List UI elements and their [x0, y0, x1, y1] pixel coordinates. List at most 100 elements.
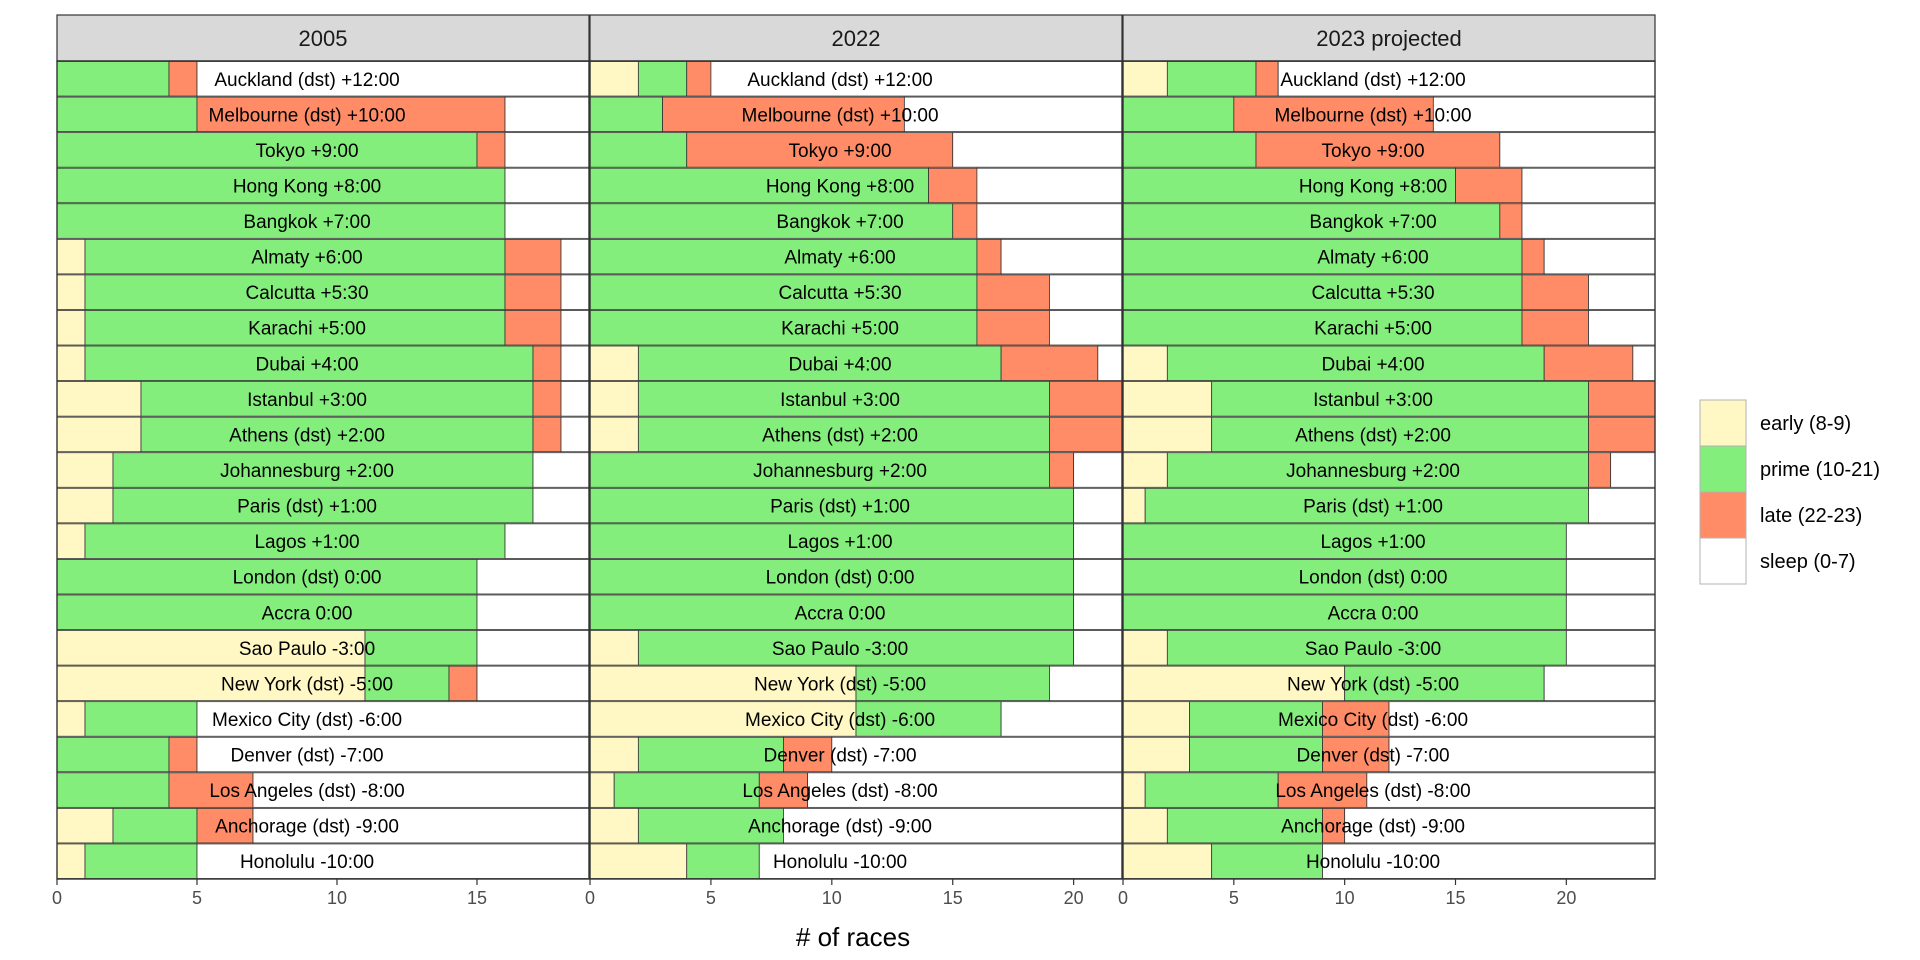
bar-segment: [1521, 203, 1656, 239]
bar-segment: [1000, 345, 1099, 381]
bar-segment: [84, 310, 506, 346]
x-tick-label: 10: [327, 888, 347, 908]
bar-segment: [56, 523, 86, 559]
bar-segment: [1543, 238, 1656, 275]
city-label: Denver (dst) -7:00: [230, 746, 383, 767]
city-label: Hong Kong +8:00: [233, 176, 381, 197]
bar-segment: [589, 274, 978, 310]
bar-segment: [504, 96, 590, 133]
bar-segment: [589, 843, 688, 879]
bar-segment: [976, 238, 1002, 275]
bar-segment: [637, 736, 784, 773]
bar-segment: [1189, 736, 1323, 773]
city-label: Tokyo +9:00: [256, 141, 359, 162]
bar-segment: [976, 310, 1050, 346]
bar-segment: [1388, 701, 1656, 737]
facet-panel: 2005 Auckland (dst) +12:00 Melbourne (dst)…: [52, 14, 590, 908]
bar-segment: [1122, 594, 1567, 630]
city-label: Sao Paulo -3:00: [1305, 639, 1441, 660]
city-label: Honolulu -10:00: [773, 852, 907, 873]
city-label: Johannesburg +2:00: [753, 461, 927, 482]
bar-segment: [1565, 630, 1656, 666]
bar-segment: [56, 416, 142, 453]
bar-segment: [84, 523, 506, 559]
bar-segment: [56, 772, 170, 808]
bar-segment: [1588, 381, 1656, 417]
bar-segment: [532, 381, 562, 417]
x-tick-label: 0: [52, 888, 62, 908]
bar-segment: [637, 61, 688, 97]
bar-segment: [1049, 381, 1123, 417]
bar-segment: [1073, 630, 1123, 666]
city-label: Mexico City (dst) -6:00: [1278, 710, 1468, 731]
bar-segment: [1097, 345, 1123, 381]
bar-segment: [637, 630, 1075, 666]
bar-segment: [56, 96, 198, 133]
bar-segment: [1344, 807, 1656, 844]
city-label: Paris (dst) +1:00: [1303, 497, 1443, 518]
city-label: Almaty +6:00: [251, 248, 362, 269]
bar-segment: [56, 843, 86, 879]
city-label: Anchorage (dst) -9:00: [215, 817, 399, 838]
city-label: Hong Kong +8:00: [1299, 176, 1447, 197]
bar-segment: [1049, 274, 1123, 310]
bar-segment: [589, 132, 688, 168]
bar-segment: [504, 238, 562, 275]
bar-segment: [589, 630, 639, 666]
city-label: Paris (dst) +1:00: [770, 497, 910, 518]
bar-segment: [1521, 274, 1589, 310]
bar-segment: [56, 559, 478, 595]
city-label: Bangkok +7:00: [776, 212, 903, 233]
city-label: Istanbul +3:00: [1313, 390, 1433, 411]
bar-segment: [56, 238, 86, 275]
bar-segment: [140, 381, 534, 417]
x-tick-label: 15: [1445, 888, 1465, 908]
bar-segment: [589, 487, 1075, 524]
bar-segment: [56, 274, 86, 310]
bar-segment: [1122, 203, 1501, 239]
bar-segment: [504, 132, 590, 168]
bar-segment: [1122, 665, 1346, 702]
bar-segment: [560, 310, 590, 346]
city-label: Lagos +1:00: [254, 532, 359, 553]
city-label: Anchorage (dst) -9:00: [748, 817, 932, 838]
bar-segment: [1521, 167, 1656, 204]
bar-segment: [589, 772, 615, 808]
bar-segment: [976, 167, 1123, 204]
bar-segment: [364, 665, 450, 702]
city-label: Bangkok +7:00: [1309, 212, 1436, 233]
bar-segment: [1049, 310, 1123, 346]
city-label: Almaty +6:00: [1317, 248, 1428, 269]
city-label: Dubai +4:00: [789, 354, 892, 375]
bar-segment: [1122, 630, 1168, 666]
bar-segment: [589, 238, 978, 275]
bar-segment: [476, 665, 590, 702]
bar-segment: [686, 132, 954, 168]
city-label: Sao Paulo -3:00: [239, 639, 375, 660]
bar-segment: [589, 381, 639, 417]
bar-segment: [855, 665, 1050, 702]
city-label: Melbourne (dst) +10:00: [1275, 105, 1472, 126]
city-label: Athens (dst) +2:00: [1295, 425, 1451, 446]
bar-segment: [56, 736, 170, 773]
bar-segment: [1166, 61, 1257, 97]
city-label: Bangkok +7:00: [243, 212, 370, 233]
x-tick-label: 0: [1118, 888, 1128, 908]
bar-segment: [1122, 416, 1213, 453]
bar-segment: [589, 416, 639, 453]
city-label: Johannesburg +2:00: [1286, 461, 1460, 482]
bar-segment: [1166, 630, 1567, 666]
facet-title: 2023 projected: [1316, 26, 1462, 51]
bar-segment: [84, 345, 534, 381]
city-label: Tokyo +9:00: [789, 141, 892, 162]
bar-segment: [112, 487, 534, 524]
city-label: London (dst) 0:00: [233, 568, 382, 589]
bar-segment: [1166, 452, 1589, 488]
legend-label: prime (10-21): [1760, 459, 1880, 481]
bar-segment: [476, 559, 590, 595]
legend-key: [1699, 445, 1747, 493]
facet-title: 2005: [299, 26, 348, 51]
x-tick-label: 15: [943, 888, 963, 908]
bar-segment: [1144, 487, 1589, 524]
